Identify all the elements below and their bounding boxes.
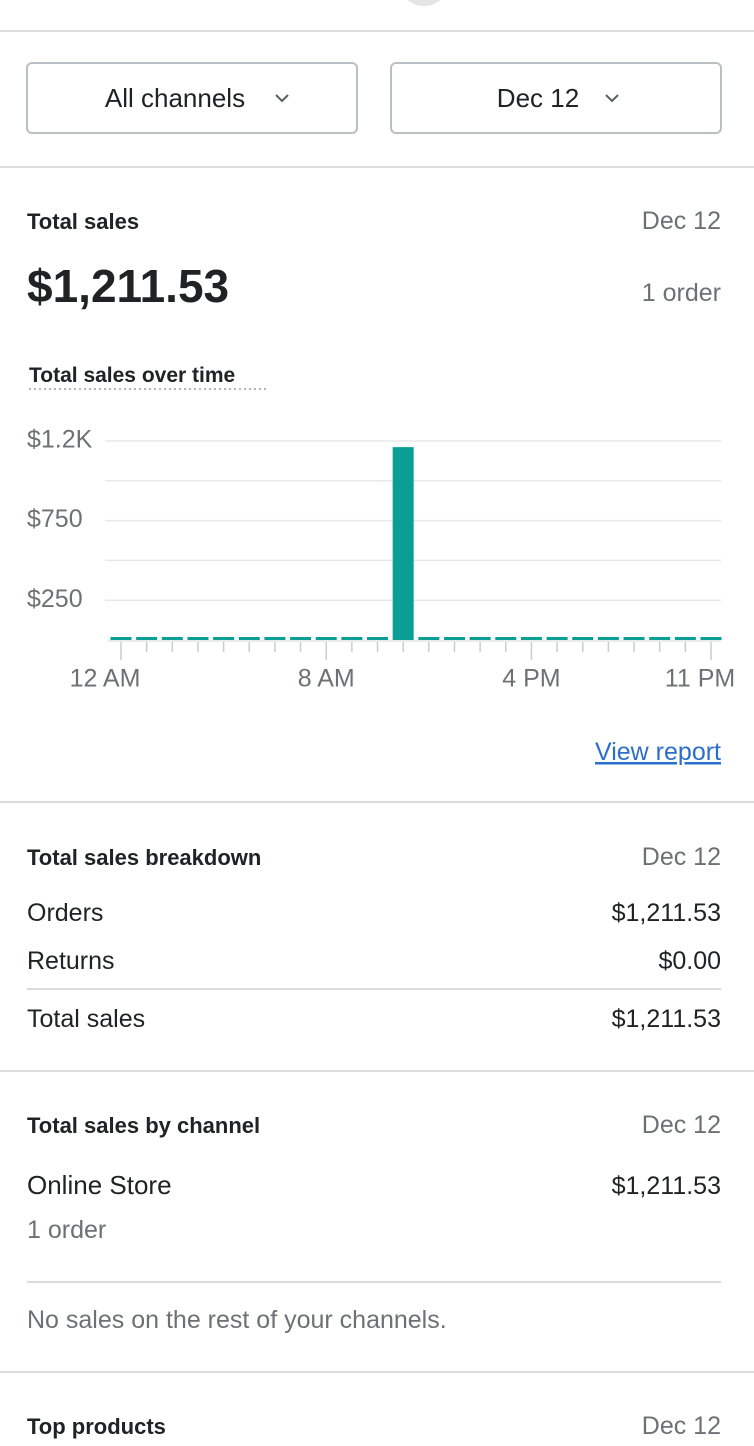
channel-orders: 1 order xyxy=(27,1216,106,1244)
bar xyxy=(110,637,132,640)
bar xyxy=(238,637,260,640)
section-title: Total sales breakdown xyxy=(27,845,261,870)
bar xyxy=(161,637,183,640)
bar xyxy=(649,637,671,640)
row-label: Returns xyxy=(27,947,115,975)
row-value: $1,211.53 xyxy=(612,1005,721,1033)
channel-name: Online Store xyxy=(27,1170,172,1200)
section-date: Dec 12 xyxy=(642,207,721,235)
x-tick-label: 8 AM xyxy=(298,665,355,693)
y-tick-label: $250 xyxy=(27,585,83,613)
total-amount: $1,211.53 xyxy=(27,260,229,312)
channel-label: All channels xyxy=(105,83,245,113)
bar xyxy=(213,637,235,640)
row-value: $1,211.53 xyxy=(612,899,721,927)
x-tick-label: 12 AM xyxy=(70,665,141,693)
bar xyxy=(315,637,337,640)
bar xyxy=(418,637,440,640)
bar xyxy=(392,447,414,640)
bar xyxy=(341,637,363,640)
bar xyxy=(367,637,389,640)
date-label: Dec 12 xyxy=(497,83,579,113)
bar xyxy=(572,637,594,640)
y-tick-label: $1.2K xyxy=(27,426,93,454)
chevron xyxy=(275,94,289,103)
bar xyxy=(264,637,286,640)
bar xyxy=(495,637,517,640)
bar xyxy=(597,637,619,640)
section-date: Dec 12 xyxy=(642,1111,721,1139)
avatar xyxy=(407,0,441,6)
bar xyxy=(674,637,696,640)
view-report-link[interactable]: View report xyxy=(595,738,721,766)
bar xyxy=(136,637,158,640)
chevron xyxy=(605,94,619,103)
bar xyxy=(623,637,645,640)
chart-title: Total sales over time xyxy=(29,364,235,387)
y-tick-label: $750 xyxy=(27,505,83,533)
bar xyxy=(443,637,465,640)
chart: $250 $750 $1.2K 12 AM 8 AM 4 PM 11 PM xyxy=(27,426,735,693)
section-date: Dec 12 xyxy=(642,843,721,871)
row-value: $0.00 xyxy=(658,947,721,975)
x-tick-label: 11 PM xyxy=(665,665,735,693)
note: No sales on the rest of your channels. xyxy=(27,1306,447,1334)
x-tick-label: 4 PM xyxy=(502,665,560,693)
bar xyxy=(187,637,209,640)
channel-dropdown[interactable] xyxy=(26,62,358,134)
date-dropdown[interactable] xyxy=(390,62,722,134)
bar xyxy=(290,637,312,640)
bar xyxy=(700,637,722,640)
section-date: Dec 12 xyxy=(642,1412,721,1440)
order-count: 1 order xyxy=(642,279,721,307)
bar xyxy=(520,637,542,640)
row-label: Total sales xyxy=(27,1005,145,1033)
section-title: Top products xyxy=(27,1414,166,1439)
channel-amount: $1,211.53 xyxy=(612,1172,721,1200)
section-title: Total sales xyxy=(27,209,139,234)
bar xyxy=(469,637,491,640)
row-label: Orders xyxy=(27,899,103,927)
section-title: Total sales by channel xyxy=(27,1113,260,1138)
bar xyxy=(546,637,568,640)
